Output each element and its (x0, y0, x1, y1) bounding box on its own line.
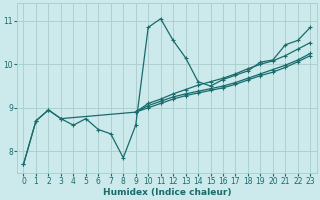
X-axis label: Humidex (Indice chaleur): Humidex (Indice chaleur) (103, 188, 231, 197)
